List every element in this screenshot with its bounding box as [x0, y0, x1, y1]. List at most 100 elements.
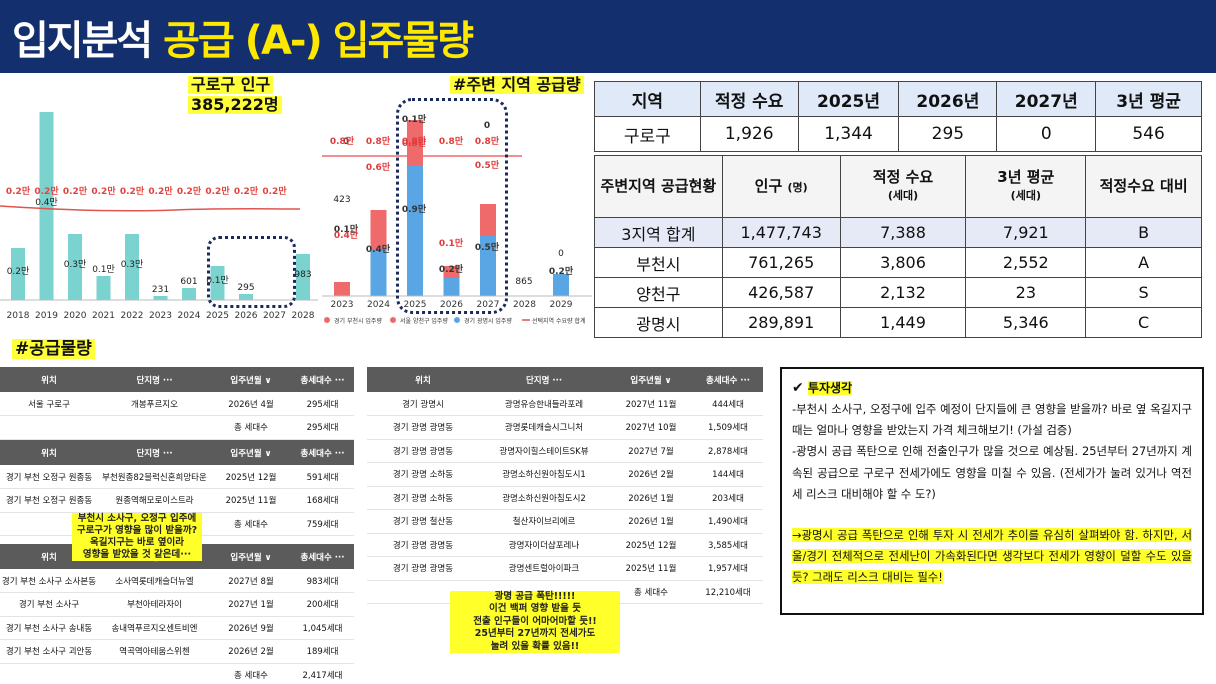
table2-cell: 3지역 합계 — [594, 217, 723, 248]
chart2-bar-segment — [370, 210, 387, 250]
chart2-label: #주변 지역 공급량 — [450, 76, 584, 94]
table1-header: 3년 평균 — [1095, 81, 1202, 117]
table2-cell: B — [1085, 217, 1202, 248]
table1-cell: 295 — [898, 116, 998, 152]
table-row: 경기 광명 광명동 광명자이힐스테이트SK뷰 2027년 7월 2,878세대 — [367, 439, 763, 463]
chart1-bar-label: 601 — [180, 277, 197, 287]
chart2-total-label: 0 — [558, 249, 564, 259]
investment-memo: ✔ 투자생각 -부천시 소사구, 오정구에 입주 예정이 단지들에 큰 영향을 … — [780, 367, 1204, 615]
table2-cell: 양천구 — [594, 277, 723, 308]
chart1-x-tick: 2019 — [35, 311, 58, 321]
chart2-legend-label: 경기 광명시 입주량 — [464, 317, 512, 325]
chart2-bar-segment — [480, 204, 496, 236]
table1-header: 2027년 — [996, 81, 1097, 117]
chart2-data-label: 0 — [484, 121, 490, 131]
chart2-data-label: 0.2만 — [439, 263, 464, 275]
table2-header: 인구 (명) — [721, 155, 841, 218]
chart1-bar-label: 231 — [152, 285, 169, 295]
table1-cell: 0 — [996, 116, 1097, 152]
chart1-x-tick: 2025 — [206, 311, 229, 321]
table1-header: 지역 — [594, 81, 701, 117]
chart2-bar-segment — [553, 274, 569, 296]
chart1-bar — [96, 276, 111, 300]
chart1-x-tick: 2027 — [263, 311, 286, 321]
chart1-demand-label: 0.2만 — [120, 185, 145, 197]
chart1-demand-line — [0, 205, 301, 212]
chart1-highlight-box — [207, 236, 296, 308]
gwangmyeong-supply-list: 위치 단지명 ··· 입주년월 ∨ 총세대수 ··· 경기 광명시 광명유승한내들… — [367, 367, 763, 604]
supply-section-label: #공급물량 — [12, 339, 95, 359]
chart2-bar-segment — [480, 236, 496, 296]
table-row: 경기 광명 광명동 광명자이더샵포레나 2025년 12월 3,585세대 — [367, 533, 763, 557]
table2-cell: 1,449 — [839, 307, 967, 338]
chart1-bar — [153, 296, 168, 300]
chart2-data-label: 0 — [343, 137, 349, 147]
chart2-bar-segment — [407, 120, 423, 166]
chart1-bar-label: 0.1만 — [206, 275, 229, 286]
list-header: 입주년월 ∨ — [211, 544, 291, 569]
chart2-x-tick: 2023 — [331, 300, 354, 310]
table-row: 경기 광명 광명동 광명롯데캐슬시그니처 2027년 10월 1,509세대 — [367, 415, 763, 440]
chart2-data-label: 0.1만 — [439, 237, 464, 249]
gurogu-supply-table: 지역 적정 수요 2025년 2026년 2027년 3년 평균 구로구 1,9… — [594, 81, 1202, 152]
chart1-demand-label: 0.2만 — [234, 185, 259, 197]
list-header: 총세대수 ··· — [291, 544, 354, 569]
chart1-bar — [125, 234, 139, 300]
chart2-bar-segment — [334, 282, 350, 296]
table2-cell: 광명시 — [594, 307, 723, 338]
chart2-data-label: 0.4만 — [366, 243, 391, 255]
chart2-data-label: 0.8만 — [366, 135, 391, 147]
chart1-label-line2: 385,222명 — [188, 96, 282, 114]
chart1-x-tick: 2018 — [7, 311, 30, 321]
list-header: 입주년월 ∨ — [211, 440, 291, 465]
chart1-bar-label: 295 — [237, 283, 254, 293]
table2-cell: 426,587 — [721, 277, 841, 308]
table2-cell: 2,552 — [965, 247, 1087, 278]
list-header: 총세대수 ··· — [291, 440, 354, 465]
chart2-highlight-box — [396, 98, 508, 314]
table2-header: 3년 평균 (세대) — [965, 155, 1087, 218]
chart2-bar-segment — [370, 250, 387, 296]
table1-cell: 1,926 — [699, 116, 799, 152]
table-row: 경기 부천 오정구 원종동 부천원종82블럭신혼희망타운 2025년 12월 591세… — [0, 465, 354, 489]
chart2-data-label: 0.8만 — [402, 135, 427, 147]
chart1-label-line1: 구로구 인구 — [188, 76, 274, 94]
chart1-bar — [210, 266, 225, 300]
chart1-bar — [11, 248, 25, 300]
memo-paragraph: -부천시 소사구, 오정구에 입주 예정이 단지들에 큰 영향을 받을까? 바로… — [792, 402, 1192, 438]
chart1-demand-label: 0.2만 — [148, 185, 173, 197]
chart2-data-label: 0.4만 — [334, 229, 359, 241]
table-row: 경기 광명 소하동 광명소하신원아침도시2 2026년 1월 203세대 — [367, 486, 763, 510]
table2-cell: A — [1085, 247, 1202, 278]
chart1-demand-label: 0.2만 — [177, 185, 202, 197]
table-row: 경기 광명 광명동 광명센트럴아이파크 2025년 11월 1,957세대 — [367, 556, 763, 581]
chart2-legend-label: 경기 부천시 입주량 — [334, 317, 382, 325]
list-header: 위치 — [367, 367, 479, 392]
list-header: 위치 — [0, 440, 98, 465]
table1-cell: 구로구 — [594, 116, 701, 152]
memo-title: 투자생각 — [807, 381, 853, 395]
chart1-x-tick: 2023 — [149, 311, 172, 321]
table-row: 경기 부천 소사구 송내동 송내역푸르지오센트비엔 2026년 9월 1,045세대 — [0, 616, 354, 640]
guro-supply-list: 위치 단지명 ··· 입주년월 ∨ 총세대수 ··· 서울 구로구 개봉푸르지오 2… — [0, 367, 354, 440]
chart2-data-label: 0.2만 — [549, 265, 574, 277]
chart1-bar-label: 0.1만 — [92, 264, 115, 275]
ojeong-supply-list: 위치 단지명 ··· 입주년월 ∨ 총세대수 ··· 경기 부천 오정구 원종동… — [0, 440, 354, 536]
table-row-total: 총 세대수 2,417세대 — [0, 663, 354, 684]
chart2-data-label: 0.9만 — [402, 203, 427, 215]
table2-cell: 7,921 — [965, 217, 1087, 248]
chart1-x-tick: 2024 — [178, 311, 201, 321]
chart1-bar — [239, 294, 253, 300]
check-icon: ✔ — [792, 380, 804, 396]
chart2-data-label: 0.8만 — [439, 135, 464, 147]
table-row: 경기 부천 오정구 원종동 원종역해모로이스트라 2025년 11월 168세대 — [0, 488, 354, 513]
table-row: 경기 부천 소사구 소사본동 소사역롯데캐슬더뉴엘 2027년 8월 983세대 — [0, 569, 354, 593]
page-title: 입지분석 공급 (A-) 입주물량 — [12, 18, 474, 64]
table2-cell: 289,891 — [721, 307, 841, 338]
table2-cell: 1,477,743 — [721, 217, 841, 248]
chart1-x-tick: 2020 — [64, 311, 87, 321]
chart2-x-tick: 2026 — [440, 300, 463, 310]
chart1-bar-label: 0.3만 — [64, 259, 87, 270]
table-row: 서울 구로구 개봉푸르지오 2026년 4월 295세대 — [0, 392, 354, 416]
chart2-bar-segment — [443, 266, 460, 278]
